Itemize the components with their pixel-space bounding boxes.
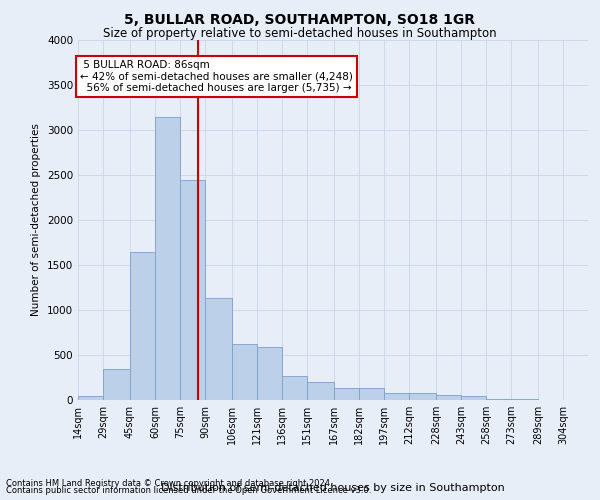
Bar	[436, 394, 461, 400]
Bar	[78, 396, 103, 400]
Bar	[232, 344, 257, 400]
Bar	[155, 116, 180, 400]
Text: Contains HM Land Registry data © Crown copyright and database right 2024.: Contains HM Land Registry data © Crown c…	[6, 478, 332, 488]
Bar	[359, 388, 384, 400]
Text: 5, BULLAR ROAD, SOUTHAMPTON, SO18 1GR: 5, BULLAR ROAD, SOUTHAMPTON, SO18 1GR	[125, 12, 476, 26]
Bar	[205, 298, 232, 400]
Bar	[180, 180, 205, 400]
Bar	[257, 347, 282, 400]
Bar	[334, 388, 359, 400]
Bar	[307, 382, 334, 400]
Bar	[511, 399, 538, 400]
Bar	[461, 396, 486, 400]
Bar	[130, 252, 155, 400]
Bar	[486, 399, 511, 400]
Text: Size of property relative to semi-detached houses in Southampton: Size of property relative to semi-detach…	[103, 28, 497, 40]
Text: Contains public sector information licensed under the Open Government Licence v3: Contains public sector information licen…	[6, 486, 371, 495]
Bar	[282, 376, 307, 400]
Bar	[103, 370, 130, 400]
Text: 5 BULLAR ROAD: 86sqm
← 42% of semi-detached houses are smaller (4,248)
  56% of : 5 BULLAR ROAD: 86sqm ← 42% of semi-detac…	[80, 60, 353, 93]
Y-axis label: Number of semi-detached properties: Number of semi-detached properties	[31, 124, 41, 316]
Bar	[384, 393, 409, 400]
Bar	[409, 393, 436, 400]
X-axis label: Distribution of semi-detached houses by size in Southampton: Distribution of semi-detached houses by …	[161, 483, 505, 493]
